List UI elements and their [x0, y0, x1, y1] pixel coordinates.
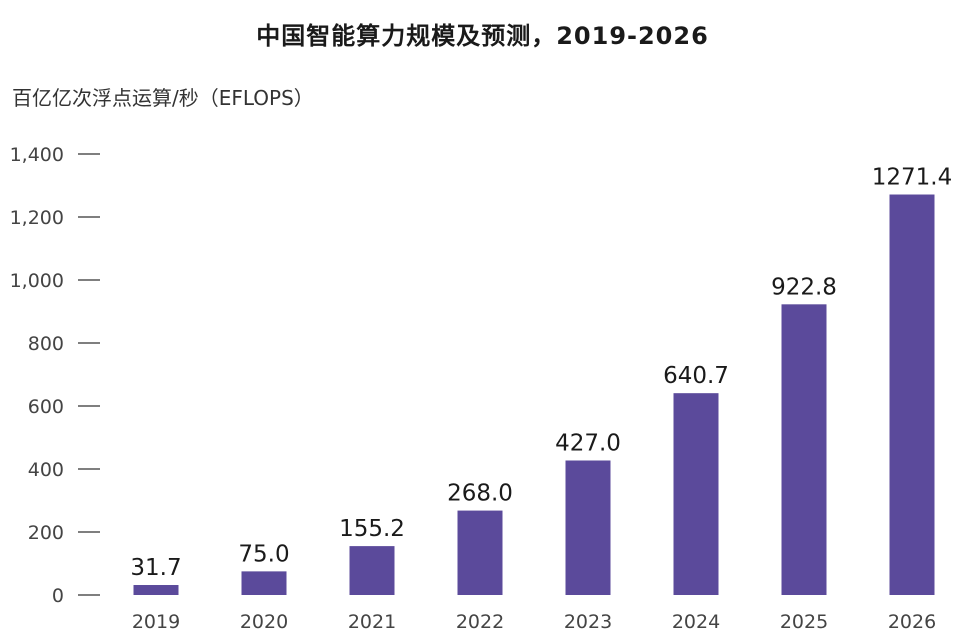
- x-axis-ticks: 2019 2020 2021 2022 2023 2024 2025 2026: [132, 611, 936, 633]
- y-axis-label: 百亿亿次浮点运算/秒（EFLOPS）: [12, 86, 314, 110]
- bar-2022: [457, 510, 503, 595]
- y-tick-label: 1,000: [10, 270, 64, 292]
- data-label: 75.0: [238, 541, 289, 567]
- data-label: 922.8: [771, 274, 837, 300]
- data-label: 155.2: [339, 516, 405, 542]
- bars: [133, 194, 935, 595]
- bar-2023: [565, 460, 611, 595]
- chart-title: 中国智能算力规模及预测，2019-2026: [256, 22, 709, 50]
- bar-2020: [241, 571, 287, 595]
- y-tick-label: 200: [28, 522, 64, 544]
- bar-2024: [673, 393, 719, 595]
- x-tick-label: 2021: [348, 611, 396, 633]
- y-axis-ticks: 0 200 400 600 800 1,000 1,200 1,400: [10, 144, 100, 607]
- y-tick-label: 0: [52, 585, 64, 607]
- x-tick-label: 2020: [240, 611, 288, 633]
- data-label: 1271.4: [872, 165, 952, 191]
- data-label: 31.7: [130, 555, 181, 581]
- x-tick-label: 2024: [672, 611, 720, 633]
- y-tick-label: 1,400: [10, 144, 64, 166]
- y-tick-label: 600: [28, 396, 64, 418]
- bar-2019: [133, 585, 179, 595]
- data-label: 427.0: [555, 430, 621, 456]
- y-tick-label: 400: [28, 459, 64, 481]
- x-tick-label: 2026: [888, 611, 936, 633]
- y-tick-label: 800: [28, 333, 64, 355]
- bar-2021: [349, 546, 395, 595]
- data-label: 268.0: [447, 481, 513, 507]
- bar-2025: [781, 304, 827, 595]
- x-tick-label: 2019: [132, 611, 180, 633]
- bar-2026: [889, 194, 935, 595]
- y-tick-label: 1,200: [10, 207, 64, 229]
- x-tick-label: 2025: [780, 611, 828, 633]
- x-tick-label: 2023: [564, 611, 612, 633]
- data-labels: 31.7 75.0 155.2 268.0 427.0 640.7 922.8 1271.4: [130, 165, 952, 582]
- data-label: 640.7: [663, 363, 729, 389]
- x-tick-label: 2022: [456, 611, 504, 633]
